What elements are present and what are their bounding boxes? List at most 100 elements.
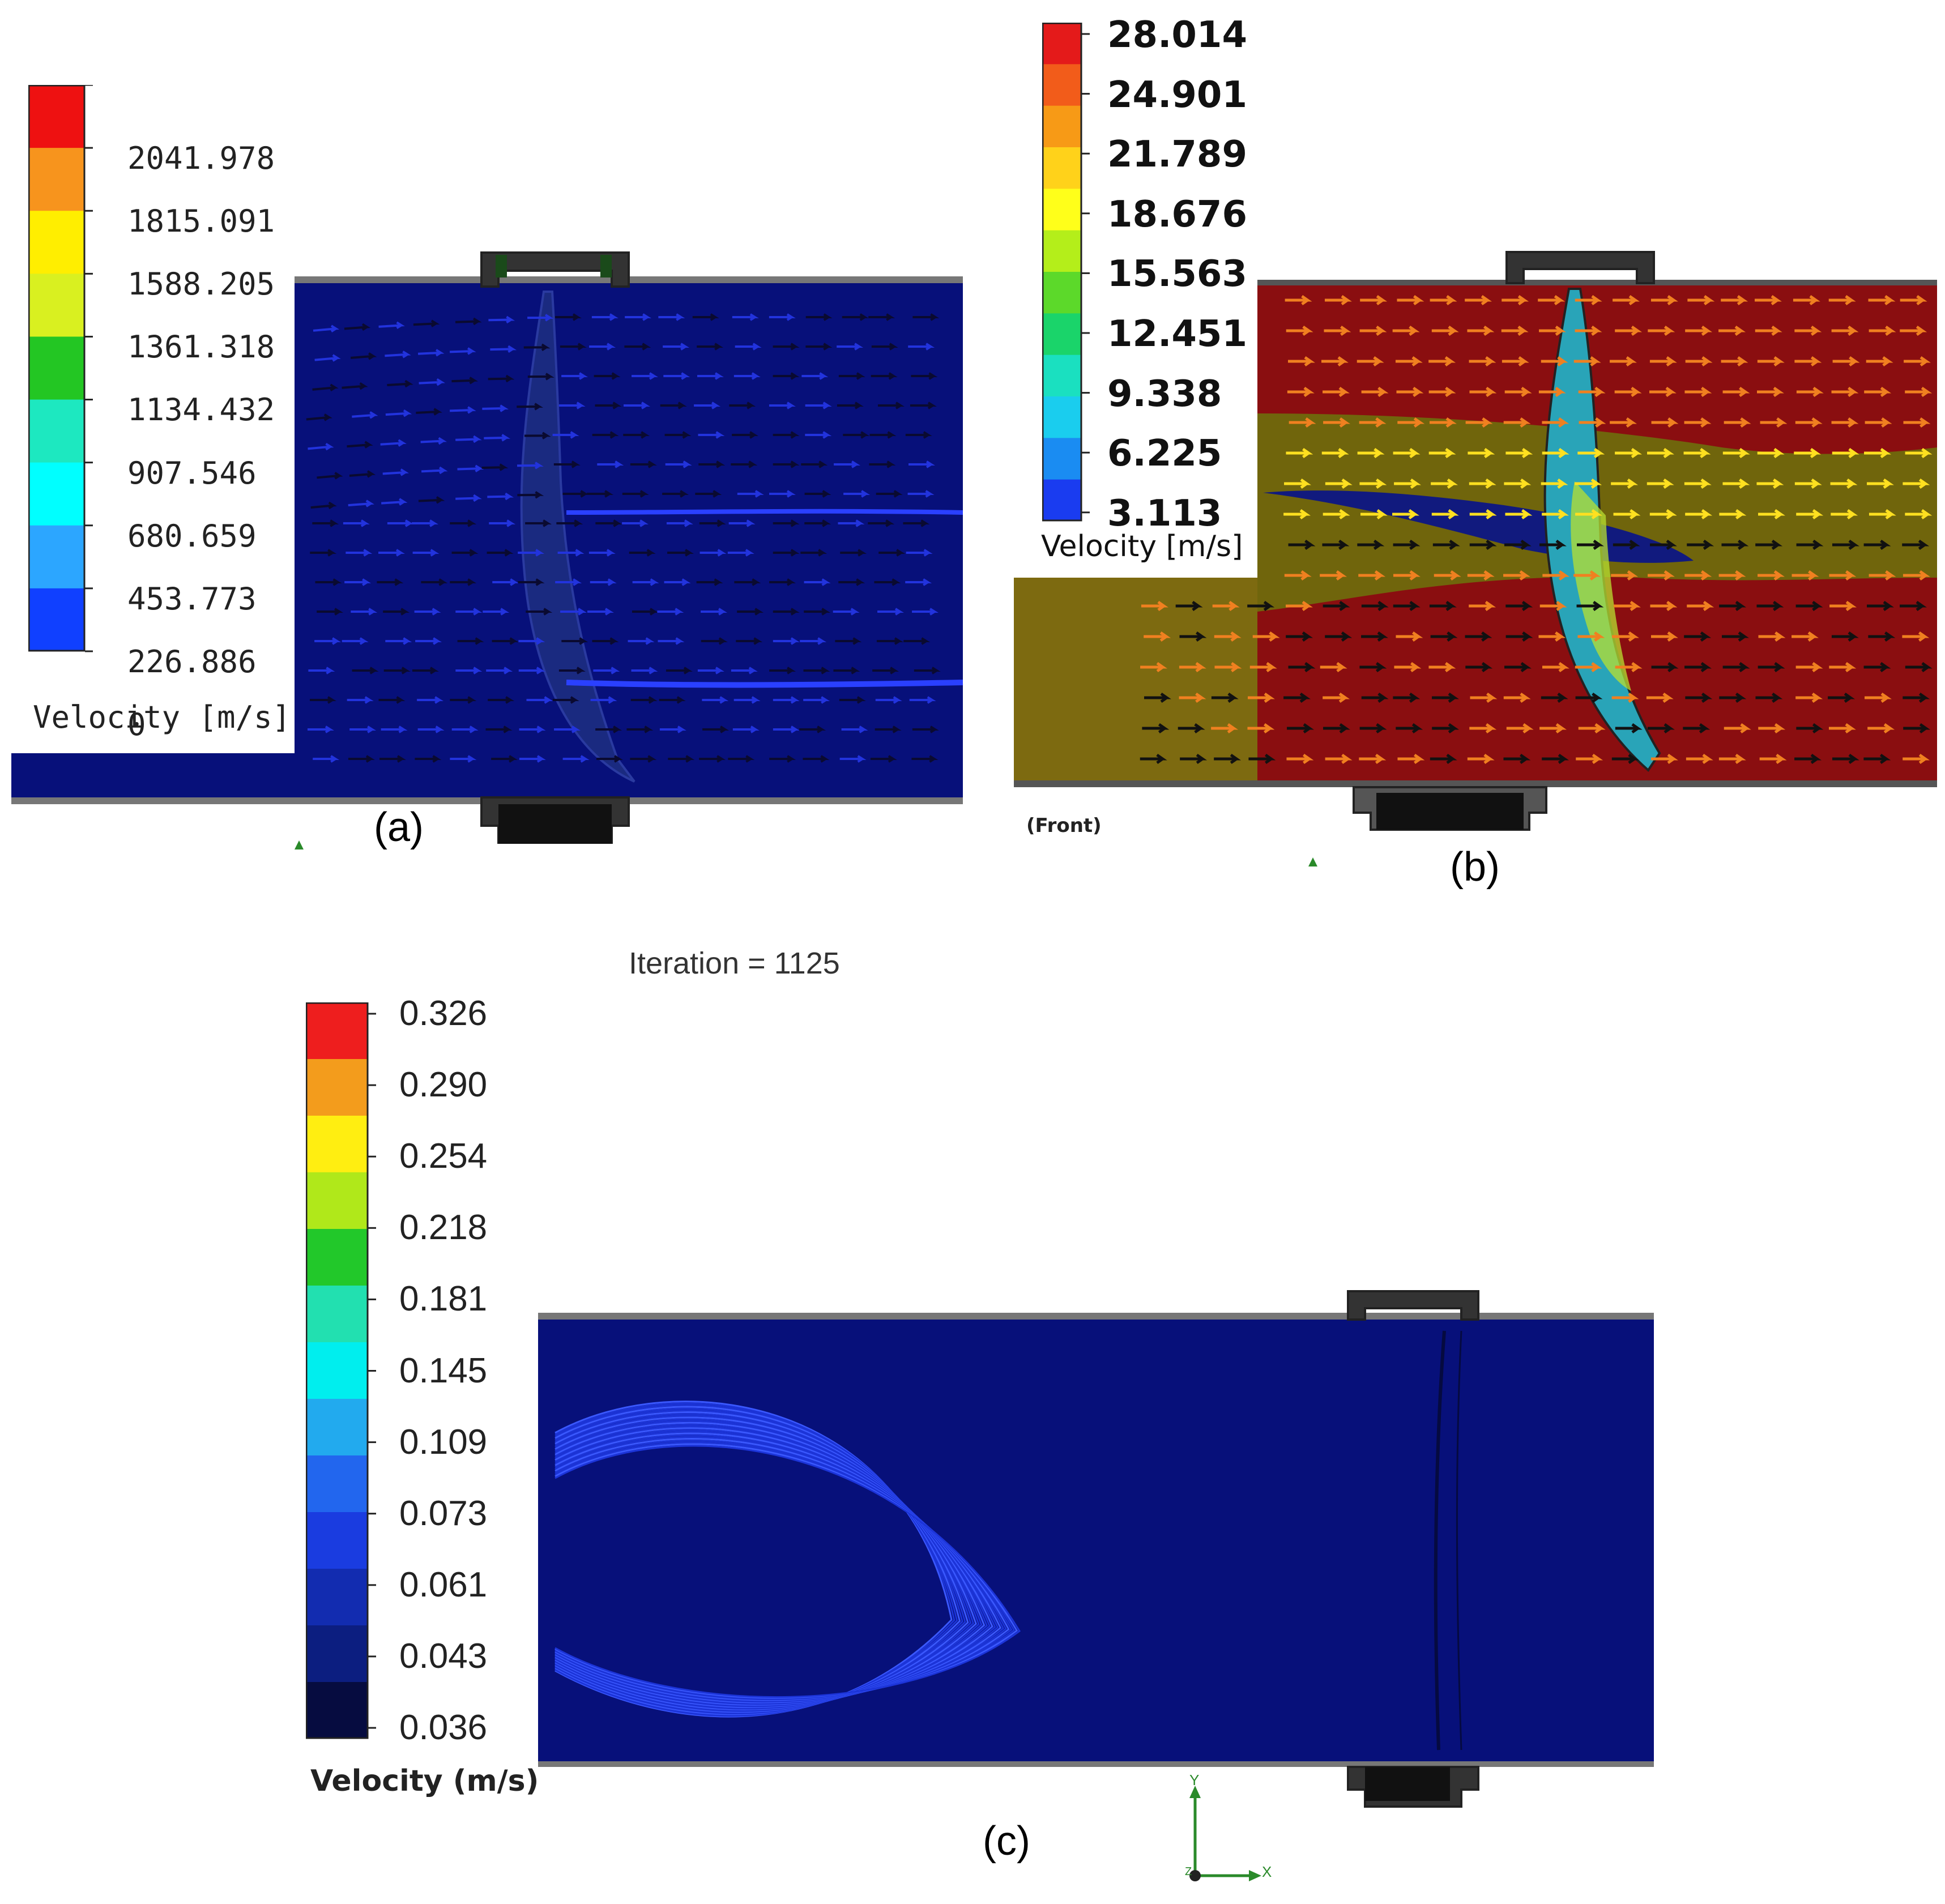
velocity-vector <box>1828 294 1856 306</box>
velocity-streak <box>492 637 519 645</box>
velocity-streak <box>349 725 377 733</box>
velocity-vector <box>1287 386 1315 398</box>
velocity-vector <box>1503 753 1531 765</box>
legend-a: 2041.978 1815.091 1588.205 1361.318 1134.432… <box>0 74 295 753</box>
velocity-streak <box>773 460 800 468</box>
velocity-streak <box>799 725 826 733</box>
velocity-streak <box>552 696 579 704</box>
velocity-streak <box>699 755 726 763</box>
velocity-streak <box>527 314 554 322</box>
velocity-streak <box>455 608 483 616</box>
velocity-streak <box>629 549 656 557</box>
velocity-vector <box>1434 570 1461 581</box>
velocity-streak <box>732 431 759 439</box>
velocity-vector <box>1794 478 1822 489</box>
velocity-streak <box>485 725 513 733</box>
colorbar-tick-label: 21.789 <box>1107 134 1247 176</box>
colorbar-segment <box>306 1625 368 1683</box>
velocity-streak <box>769 313 796 321</box>
velocity-vector <box>1361 386 1389 398</box>
velocity-vector <box>1538 631 1566 642</box>
velocity-streak <box>632 372 659 380</box>
velocity-vector <box>1721 539 1749 550</box>
velocity-vector <box>1432 692 1459 703</box>
velocity-streak <box>595 402 622 409</box>
velocity-vector <box>1322 539 1350 550</box>
velocity-streak <box>626 725 654 733</box>
velocity-vector <box>1287 723 1314 734</box>
velocity-vector <box>1865 417 1892 428</box>
velocity-streak <box>869 431 897 439</box>
vortex-streamline <box>555 1440 1013 1701</box>
velocity-streak <box>555 313 582 321</box>
velocity-vector <box>1504 386 1532 398</box>
colorbar-tick-label: 15.563 <box>1107 253 1247 296</box>
velocity-vector <box>1863 539 1891 550</box>
velocity-vector <box>1829 600 1857 612</box>
velocity-streak <box>309 696 336 704</box>
velocity-vector <box>1722 447 1750 459</box>
velocity-streak <box>595 725 622 733</box>
velocity-vector <box>1687 539 1714 550</box>
velocity-streak <box>839 755 867 763</box>
velocity-vector <box>1284 478 1311 489</box>
velocity-streak <box>351 608 378 616</box>
velocity-streak <box>313 755 340 763</box>
velocity-streak <box>555 578 582 586</box>
velocity-streak <box>697 667 724 674</box>
velocity-streak <box>732 725 760 733</box>
velocity-vector <box>1469 478 1496 489</box>
velocity-streak <box>728 519 756 527</box>
velocity-vector <box>1863 661 1891 673</box>
velocity-streak <box>694 402 721 409</box>
velocity-streak <box>347 696 374 704</box>
velocity-streak <box>378 696 406 704</box>
velocity-vector <box>1575 509 1603 520</box>
velocity-vector <box>1393 539 1421 550</box>
vortex-streamline <box>555 1427 993 1706</box>
velocity-vector <box>1430 631 1458 642</box>
vortex-streamline <box>555 1423 988 1707</box>
velocity-streak <box>623 431 650 439</box>
velocity-vector <box>1721 356 1748 367</box>
velocity-vector <box>1755 325 1782 336</box>
velocity-streak <box>377 578 404 586</box>
velocity-vector <box>1359 753 1387 765</box>
velocity-vector <box>1469 509 1497 520</box>
velocity-vector <box>1212 600 1240 612</box>
velocity-streak <box>381 498 408 506</box>
velocity-streak <box>664 578 691 586</box>
velocity-streak <box>662 490 689 498</box>
velocity-streak <box>631 667 658 674</box>
colorbar-tick-label: 0.326 <box>399 994 488 1033</box>
velocity-vector <box>1866 356 1893 367</box>
velocity-vector <box>1831 509 1858 520</box>
velocity-streak <box>630 696 658 704</box>
velocity-vector <box>1505 509 1533 520</box>
vortex-streamline <box>555 1437 1010 1701</box>
velocity-streak <box>314 354 341 362</box>
colorbar-tick-label: 28.014 <box>1107 14 1247 56</box>
velocity-streak <box>417 696 444 704</box>
velocity-vector <box>1325 753 1353 765</box>
velocity-streak <box>344 323 371 331</box>
velocity-streak <box>773 431 800 439</box>
colorbar-segment <box>1042 230 1082 272</box>
velocity-streak <box>872 667 899 674</box>
velocity-streak <box>697 372 724 380</box>
velocity-vector <box>1502 294 1529 306</box>
velocity-streak <box>628 637 655 645</box>
velocity-streak <box>587 490 614 498</box>
velocity-vector <box>1828 723 1856 734</box>
velocity-vector <box>1758 723 1786 734</box>
panel-c-label: (c) <box>983 1818 1030 1864</box>
velocity-vector <box>1247 723 1275 734</box>
velocity-vector <box>1724 417 1751 428</box>
vortex-streamline <box>555 1413 972 1712</box>
velocity-streak <box>455 317 482 326</box>
velocity-vector <box>1429 600 1457 612</box>
velocity-streak <box>589 343 616 351</box>
velocity-vector <box>1612 631 1639 642</box>
colorbar-tick-label: 0.145 <box>399 1351 488 1390</box>
velocity-vector <box>1864 692 1892 703</box>
